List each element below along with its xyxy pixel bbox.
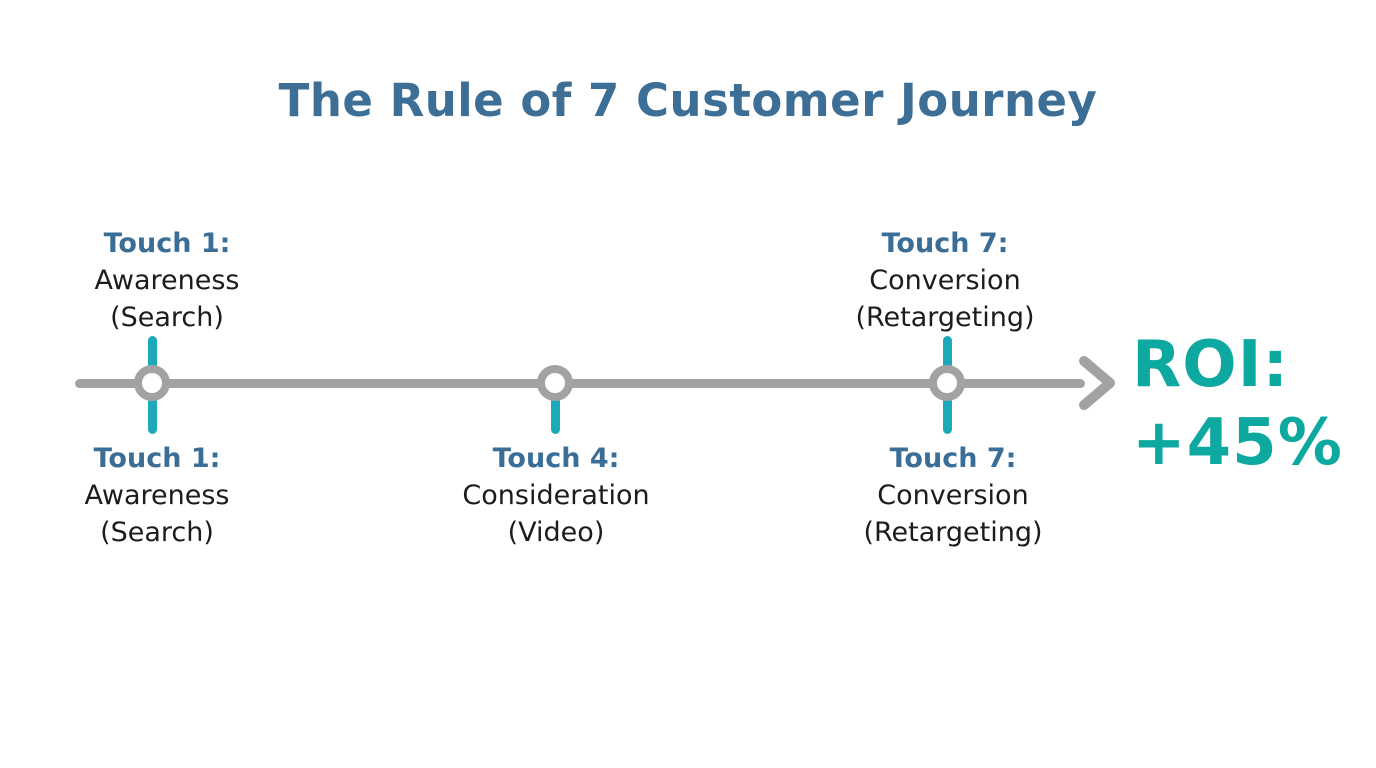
touch7-label-below: Touch 7: Conversion (Retargeting) xyxy=(863,441,1042,551)
touch4-below-line2: (Video) xyxy=(507,517,605,548)
touch1-above-line2: (Search) xyxy=(110,302,224,333)
touch4-below-line1: Consideration xyxy=(462,480,650,511)
touch1-label-below: Touch 1: Awareness (Search) xyxy=(85,441,230,551)
touch7-node-circle xyxy=(929,365,965,401)
touch1-tick-below xyxy=(148,397,157,434)
touch1-node-circle xyxy=(134,365,170,401)
touch1-below-line2: (Search) xyxy=(100,517,214,548)
touch4-tick-below xyxy=(551,397,560,434)
touch1-tick-above xyxy=(148,336,157,369)
touch7-below-line2: (Retargeting) xyxy=(863,517,1043,548)
touch7-tick-above xyxy=(943,336,952,369)
touch4-label-below: Touch 4: Consideration (Video) xyxy=(462,441,649,551)
touch1-below-heading: Touch 1: xyxy=(93,443,221,474)
timeline-line xyxy=(75,379,1085,388)
touch1-below-line1: Awareness xyxy=(84,480,230,511)
roi-callout: ROI: +45% xyxy=(1132,326,1343,482)
touch7-label-above: Touch 7: Conversion (Retargeting) xyxy=(855,226,1034,336)
page-title: The Rule of 7 Customer Journey xyxy=(278,74,1098,127)
touch7-above-line2: (Retargeting) xyxy=(855,302,1035,333)
arrowhead-icon xyxy=(1079,356,1115,410)
touch4-below-heading: Touch 4: xyxy=(492,443,620,474)
touch4-node-circle xyxy=(537,365,573,401)
touch7-tick-below xyxy=(943,397,952,434)
touch7-below-heading: Touch 7: xyxy=(889,443,1017,474)
touch1-above-heading: Touch 1: xyxy=(103,228,231,259)
roi-value: +45% xyxy=(1132,406,1343,480)
touch1-label-above: Touch 1: Awareness (Search) xyxy=(95,226,240,336)
touch7-above-line1: Conversion xyxy=(869,265,1021,296)
touch1-above-line1: Awareness xyxy=(94,265,240,296)
roi-label: ROI: xyxy=(1132,328,1290,402)
touch7-above-heading: Touch 7: xyxy=(881,228,1009,259)
touch7-below-line1: Conversion xyxy=(877,480,1029,511)
